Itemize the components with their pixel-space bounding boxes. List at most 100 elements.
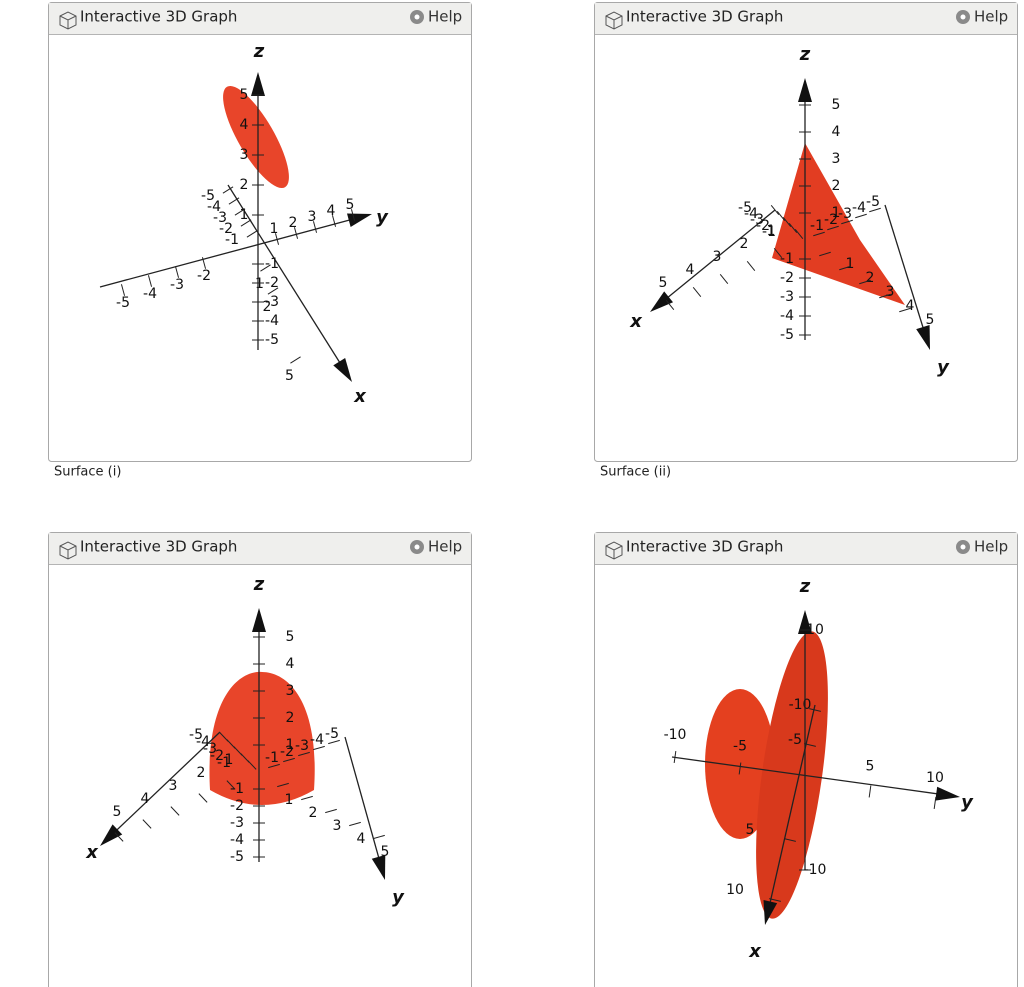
- axis-label: z: [799, 576, 811, 597]
- tick-label: 1: [767, 223, 776, 239]
- help-icon-dot[interactable]: [960, 544, 966, 550]
- tick-label: 3: [832, 151, 841, 167]
- axis-tick: [147, 275, 153, 287]
- axis-tick: [260, 264, 271, 272]
- tick-label: 5: [659, 275, 668, 291]
- axis-tick: [201, 257, 207, 269]
- panel-header: [49, 3, 471, 34]
- tick-label: -2: [197, 268, 211, 284]
- tick-label: -10: [789, 697, 812, 713]
- tick-label: -3: [213, 210, 227, 226]
- cube-icon: [59, 11, 77, 30]
- tick-label: 1: [255, 276, 264, 292]
- axis-tick: [899, 307, 911, 313]
- axis-tick: [788, 223, 798, 233]
- axis-tick: [719, 274, 729, 284]
- tick-label: 5: [240, 87, 249, 103]
- axis-tick: [328, 739, 340, 745]
- tick-label: 1: [270, 221, 279, 237]
- tick-label: 5: [926, 312, 935, 328]
- tick-label: 5: [832, 97, 841, 113]
- axis-tick: [120, 284, 126, 296]
- tick-label: 1: [225, 752, 234, 768]
- tick-label: -5: [325, 726, 339, 742]
- tick-label: -3: [265, 294, 279, 310]
- tick-label: -2: [756, 218, 770, 234]
- tick-label: -2: [219, 221, 233, 237]
- tick-label: 2: [832, 178, 841, 194]
- help-icon-dot[interactable]: [414, 544, 420, 550]
- axis-tick: [114, 832, 124, 842]
- tick-label: -4: [852, 200, 866, 216]
- tick-label: 3: [333, 818, 342, 834]
- axis-line: [884, 204, 927, 337]
- axis-tick: [673, 750, 677, 764]
- axis-label: y: [392, 887, 405, 908]
- help-icon-dot[interactable]: [414, 14, 420, 20]
- axis-line: [109, 731, 221, 837]
- axis-arrow: [916, 325, 930, 350]
- tick-label: -10: [664, 727, 687, 743]
- axis-tick: [827, 225, 839, 231]
- tick-label: 3: [886, 284, 895, 300]
- help-link[interactable]: Help: [974, 538, 1008, 556]
- tick-label: -3: [295, 738, 309, 754]
- axis-tick: [868, 785, 872, 798]
- axis-tick: [784, 838, 796, 842]
- panel-title: Interactive 3D Graph: [626, 538, 783, 556]
- tick-label: -5: [738, 200, 752, 216]
- axis-tick: [290, 356, 301, 364]
- surface: [223, 85, 289, 189]
- tick-label: -1: [217, 755, 231, 771]
- axis-tick: [174, 266, 180, 278]
- tick-label: 4: [240, 117, 249, 133]
- tick-label: -5: [116, 295, 130, 311]
- axis-arrow: [333, 357, 352, 382]
- tick-label: -5: [866, 194, 880, 210]
- axis-tick: [234, 208, 246, 216]
- tick-label: -3: [750, 212, 764, 228]
- axis-tick: [267, 287, 279, 295]
- tick-label: -1: [810, 218, 824, 234]
- tick-label: 2: [309, 805, 318, 821]
- axis-tick: [869, 207, 881, 213]
- axis-arrow: [650, 291, 674, 312]
- tick-label: -2: [824, 212, 838, 228]
- tick-label: -3: [838, 206, 852, 222]
- axis-tick: [373, 834, 385, 840]
- tick-label: -2: [780, 270, 794, 286]
- axis-tick: [841, 219, 853, 225]
- axis-label: x: [353, 386, 367, 407]
- help-link[interactable]: Help: [428, 538, 462, 556]
- tick-label: 4: [357, 831, 366, 847]
- panel-header: [49, 533, 471, 564]
- tick-label: 2: [740, 236, 749, 252]
- help-icon-dot[interactable]: [960, 14, 966, 20]
- tick-label: -2: [265, 275, 279, 291]
- tick-label: 1: [285, 792, 294, 808]
- help-link[interactable]: Help: [974, 8, 1008, 26]
- help-link[interactable]: Help: [428, 8, 462, 26]
- axis-tick: [770, 205, 780, 215]
- axis-label: z: [253, 41, 265, 62]
- tick-label: 2: [263, 299, 272, 315]
- tick-label: -1: [780, 251, 794, 267]
- axis-tick: [228, 197, 240, 205]
- tick-label: -3: [203, 741, 217, 757]
- tick-label: -4: [207, 199, 221, 215]
- tick-label: -5: [733, 739, 747, 755]
- tick-label: 2: [289, 215, 298, 231]
- tick-label: 10: [726, 882, 744, 898]
- panel-caption: Surface (ii): [600, 465, 671, 480]
- tick-label: 3: [308, 209, 317, 225]
- tick-label: -1: [762, 224, 776, 240]
- tick-label: 3: [286, 683, 295, 699]
- axis-tick: [769, 898, 781, 902]
- tick-label: -2: [280, 744, 294, 760]
- tick-label: 5: [285, 368, 294, 384]
- tick-label: -5: [788, 732, 802, 748]
- tick-label: 3: [169, 778, 178, 794]
- axis-tick: [277, 782, 289, 788]
- tick-label: 1: [846, 256, 855, 272]
- tick-label: 2: [240, 177, 249, 193]
